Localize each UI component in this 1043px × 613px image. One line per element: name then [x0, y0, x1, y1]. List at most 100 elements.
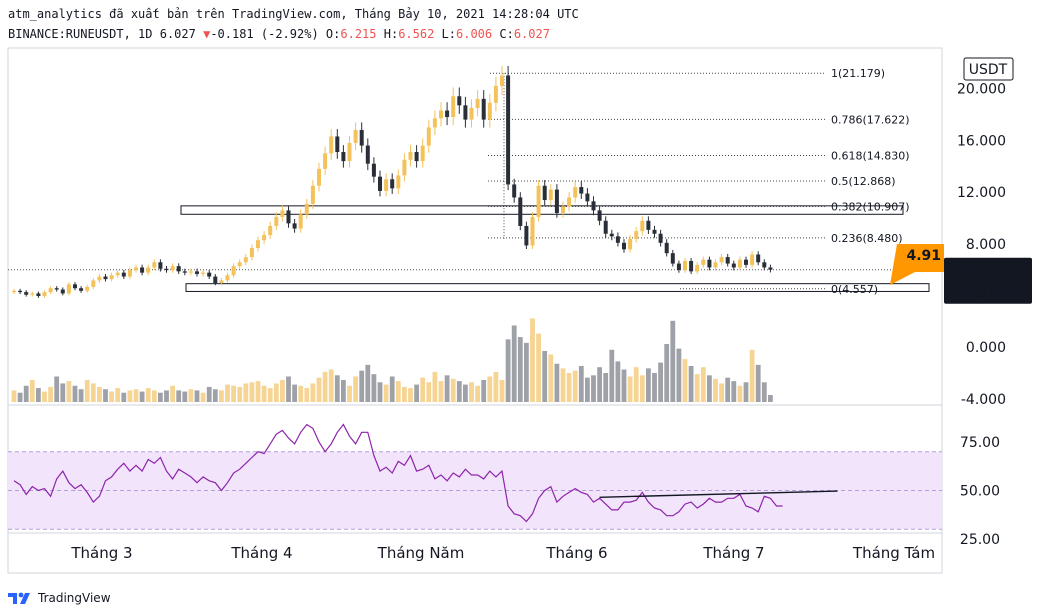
currency-label: USDT	[969, 62, 1008, 78]
support-resistance-zones	[180, 205, 930, 292]
candle-body	[347, 142, 352, 162]
volume-bar	[768, 395, 773, 402]
time-axis-label: Tháng Năm	[377, 544, 465, 562]
candle-body	[341, 152, 346, 162]
volume-bar	[377, 382, 383, 402]
volume-bar	[78, 389, 84, 402]
volume-bar	[322, 371, 328, 402]
candle-body	[371, 163, 376, 177]
volume-bar	[633, 367, 639, 402]
candle-body	[420, 145, 425, 162]
volume-bar	[17, 392, 23, 402]
volume-tick-label: -4.000	[961, 392, 1006, 408]
volume-bar	[694, 374, 700, 402]
candle-body	[628, 238, 633, 250]
volume-bar	[755, 364, 761, 402]
candle-body	[310, 185, 315, 204]
volume-bar	[115, 388, 121, 402]
volume-bar	[109, 391, 114, 402]
volume-bar	[261, 385, 267, 402]
volume-bar	[524, 342, 529, 402]
last-price-value: 6.027	[956, 264, 996, 280]
candle-body	[274, 216, 279, 226]
currency-box	[963, 57, 1014, 81]
candle-body	[353, 129, 358, 143]
candle-body	[426, 127, 431, 146]
candle-body	[323, 153, 328, 169]
volume-bar	[353, 376, 358, 402]
candle-body	[170, 266, 175, 271]
candle-body	[390, 179, 395, 189]
volume-bar	[328, 369, 334, 402]
price-badges: 6.027 09:31:58 4.91	[890, 244, 1032, 304]
candle-body	[42, 292, 47, 296]
candle-body	[719, 257, 724, 263]
candle-body	[554, 189, 559, 213]
volume-bar	[591, 375, 596, 402]
publish-info: atm_analytics đã xuất bản trên TradingVi…	[8, 7, 579, 21]
candle-body	[152, 262, 157, 268]
volume-bar	[72, 385, 78, 402]
candle-body	[18, 290, 23, 293]
time-axis-label: Tháng 6	[545, 544, 607, 562]
volume-bar	[725, 377, 731, 402]
candle-body	[585, 193, 590, 202]
volume-bar	[200, 392, 206, 402]
candle-body	[97, 276, 102, 281]
volume-bar	[97, 386, 102, 402]
volume-bar	[249, 382, 255, 402]
volume-bar	[481, 379, 487, 402]
candle-body	[79, 288, 84, 291]
candle-body	[567, 197, 572, 207]
candle-body	[262, 235, 267, 241]
candle-body	[176, 266, 181, 272]
candle-body	[457, 96, 462, 106]
volume-bar	[408, 388, 413, 402]
candle-body	[384, 179, 389, 191]
candle-body	[48, 288, 53, 293]
volume-bar	[243, 383, 249, 402]
volume-bar	[48, 386, 53, 402]
candle-body	[475, 98, 480, 108]
candle-body	[640, 220, 645, 232]
volume-bar	[572, 370, 578, 402]
candle-body	[396, 175, 401, 189]
candle-body	[188, 271, 193, 273]
volume-bar	[469, 382, 474, 402]
volume-bar	[585, 377, 590, 402]
rsi-tick-label: 25.00	[960, 532, 1000, 548]
candle-body	[518, 197, 523, 226]
tradingview-logo[interactable]: TradingView	[8, 591, 111, 605]
volume-bar	[438, 381, 444, 402]
candle-body	[683, 260, 687, 271]
candle-body	[24, 292, 29, 295]
rsi-tick-label: 75.00	[960, 435, 1000, 451]
candle-body	[548, 189, 553, 201]
volume-bar	[530, 318, 535, 402]
candle-body	[713, 262, 718, 268]
volume-bar	[670, 320, 676, 402]
price-tick-label: 16.000	[957, 133, 1006, 149]
volume-bar	[237, 386, 243, 402]
candle-body	[60, 289, 65, 294]
volume-bar	[389, 376, 395, 402]
volume-bars	[11, 318, 773, 402]
candle-body	[487, 102, 492, 120]
volume-bar	[298, 385, 304, 402]
candle-body	[731, 263, 736, 268]
volume-bar	[267, 388, 273, 402]
candle-body	[646, 220, 651, 230]
volume-bar	[749, 349, 755, 402]
candle-body	[329, 136, 334, 154]
price-tick-label: 20.000	[957, 81, 1006, 97]
open-label: O:	[325, 27, 341, 41]
candle-body	[561, 206, 565, 213]
candle-body	[225, 275, 230, 281]
high-label: H:	[383, 27, 399, 41]
volume-bar	[627, 376, 633, 402]
candle-body	[213, 276, 218, 284]
volume-bar	[505, 339, 511, 402]
volume-bar	[536, 333, 541, 402]
volume-bar	[560, 368, 566, 402]
